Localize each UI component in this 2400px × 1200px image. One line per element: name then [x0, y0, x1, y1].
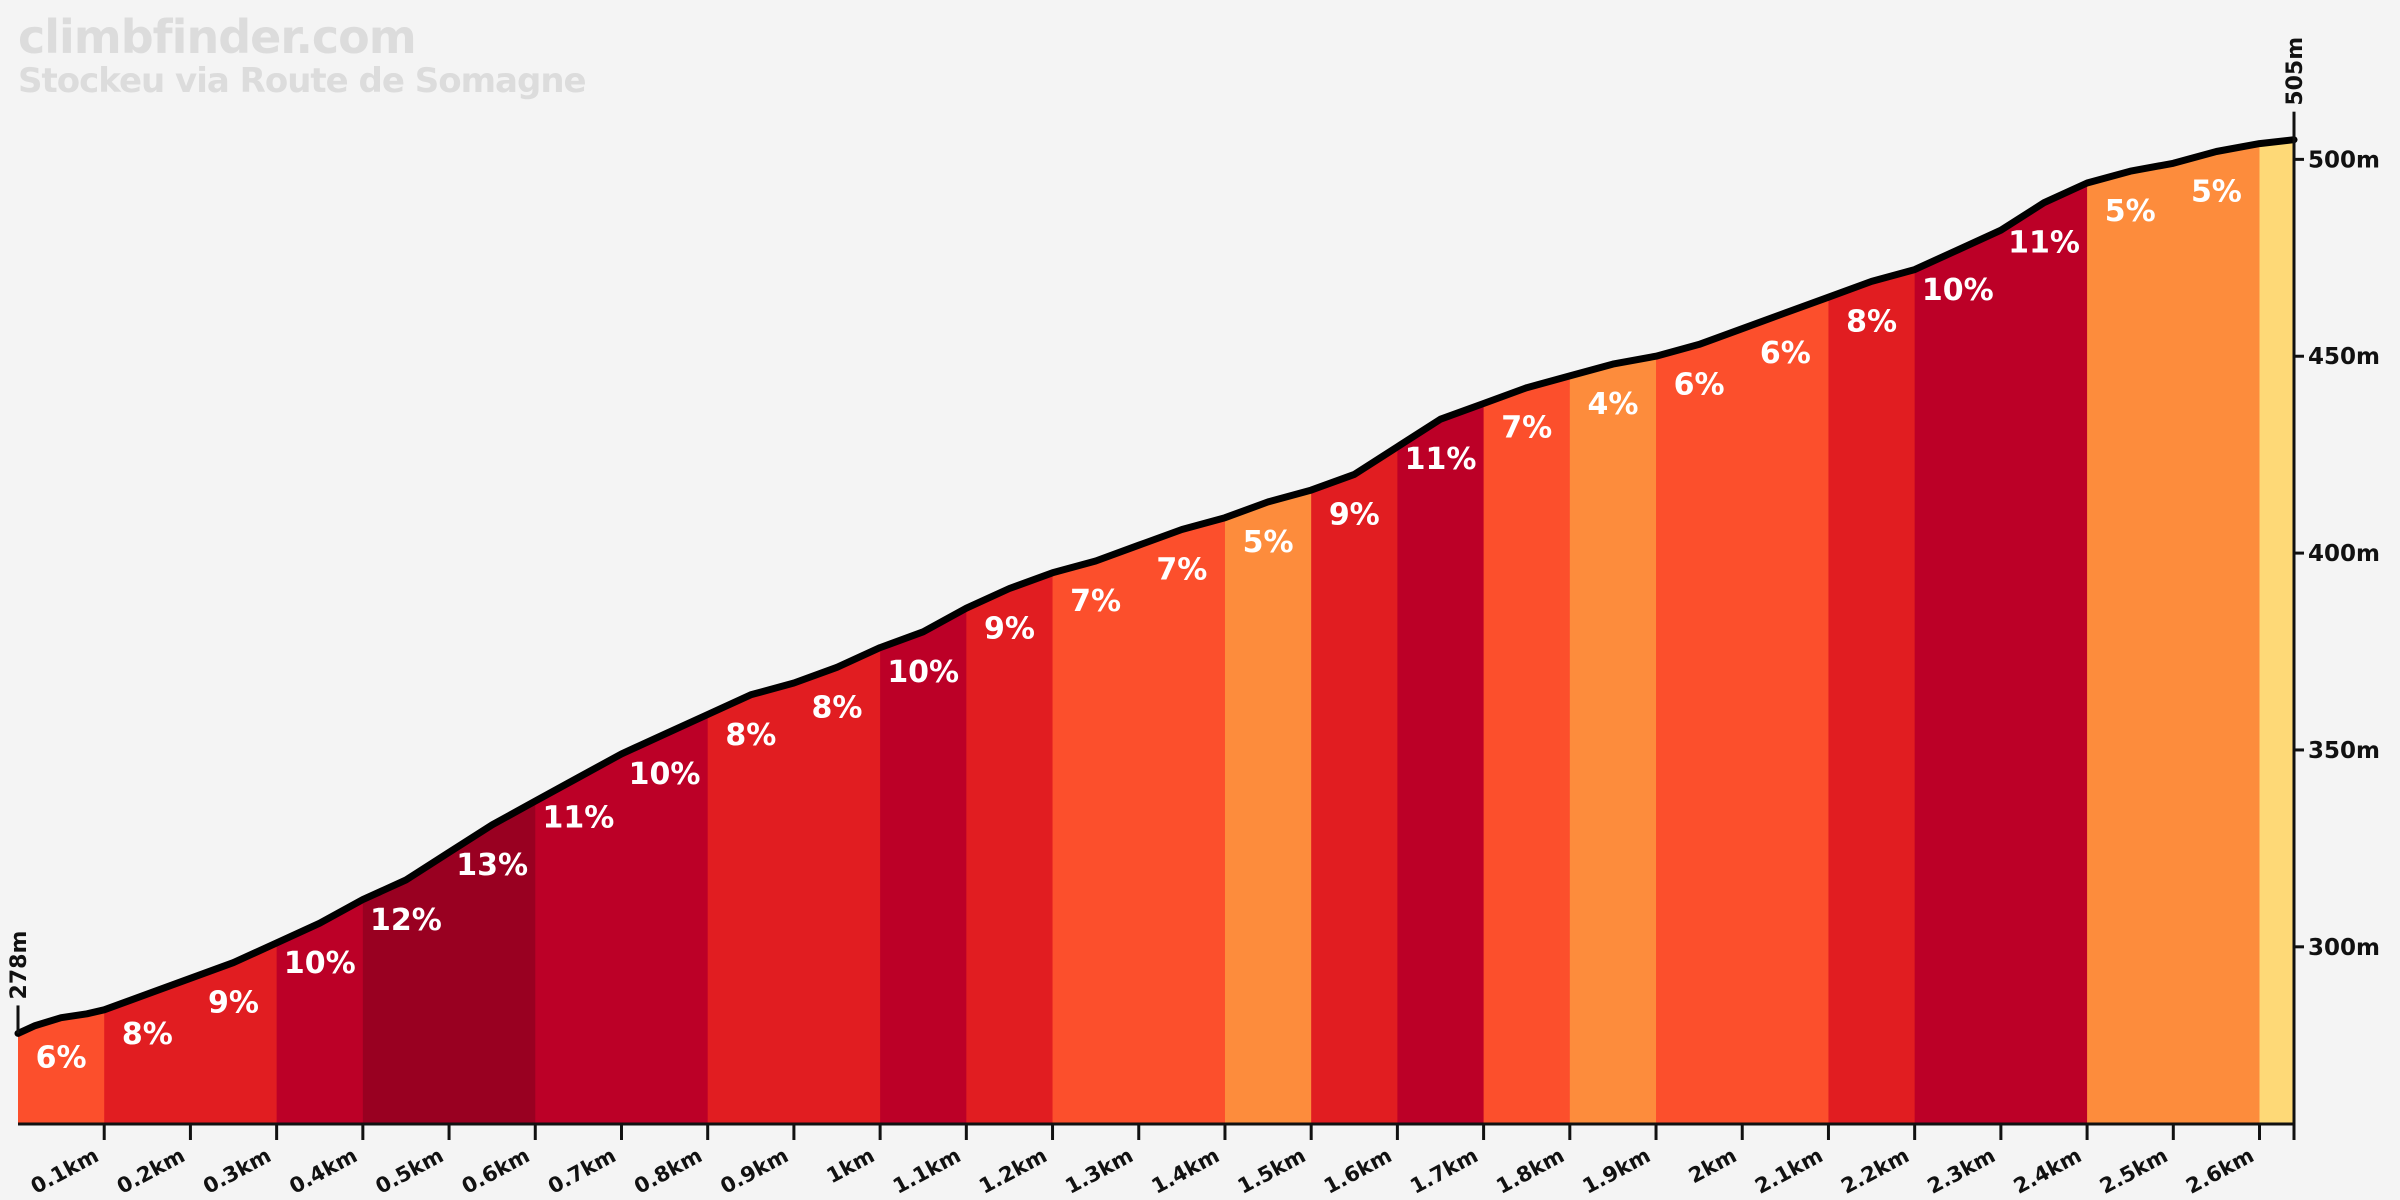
x-tick-label: 2.6km [2182, 1143, 2258, 1198]
gradient-band [1397, 139, 1485, 1124]
gradient-label: 8% [1846, 304, 1897, 339]
y-tick-label: 300m [2308, 935, 2380, 961]
x-tick-label: 0.5km [372, 1143, 448, 1198]
gradient-label: 9% [984, 612, 1035, 647]
x-tick-label: 2.5km [2096, 1143, 2172, 1198]
gradient-label: 5% [1243, 525, 1294, 560]
gradient-label: 8% [122, 1017, 173, 1052]
y-tick-label: 500m [2308, 147, 2380, 173]
x-tick-label: 1.4km [1148, 1143, 1224, 1198]
x-tick-label: 1.7km [1406, 1143, 1482, 1198]
x-tick-label: 0.3km [199, 1143, 275, 1198]
gradient-label: 12% [370, 903, 442, 938]
x-tick-label: 1.9km [1579, 1143, 1655, 1198]
gradient-band [2259, 139, 2294, 1124]
x-tick-label: 1.3km [1061, 1143, 1137, 1198]
x-tick-label: 0.8km [630, 1143, 706, 1198]
x-tick-label: 1km [823, 1143, 879, 1188]
gradient-label: 11% [542, 801, 614, 836]
gradient-label: 7% [1070, 584, 1121, 619]
gradient-band [1828, 139, 1916, 1124]
start-elevation-label: 278m [7, 931, 32, 1000]
gradient-label: 5% [2191, 174, 2242, 209]
x-tick-label: 0.9km [716, 1143, 792, 1198]
gradient-band [1656, 139, 1829, 1124]
gradient-label: 8% [725, 718, 776, 753]
gradient-label: 6% [1674, 367, 1725, 402]
gradient-band [1311, 139, 1398, 1124]
x-tick-label: 0.7km [544, 1143, 620, 1198]
gradient-band [1224, 139, 1312, 1124]
gradient-band [966, 139, 1054, 1124]
gradient-label: 9% [1329, 497, 1380, 532]
gradient-label: 13% [456, 848, 528, 883]
y-axis: 300m 350m 400m 450m 500m [2292, 139, 2380, 1124]
gradient-band [1569, 139, 1657, 1124]
gradient-label: 10% [284, 946, 356, 981]
x-tick-label: 1.6km [1320, 1143, 1396, 1198]
x-tick-label: 1.1km [889, 1143, 965, 1198]
x-tick-label: 0.2km [113, 1143, 189, 1198]
x-tick-label: 2km [1685, 1143, 1741, 1188]
x-tick-label: 2.2km [1837, 1143, 1913, 1198]
x-tick-label: 2.1km [1751, 1143, 1827, 1198]
x-tick-label: 2.3km [1923, 1143, 1999, 1198]
y-tick-label: 350m [2308, 738, 2380, 764]
gradient-labels: 6% 8% 9% 10% 12% 13% 11% 10% 8% 8% 10% 9% 7% 7% 5% 9% 11… [36, 174, 2242, 1075]
brand-header: climbfinder.com Stockeu via Route de Som… [18, 10, 587, 101]
y-tick-label: 400m [2308, 541, 2380, 567]
y-tick-label: 450m [2308, 344, 2380, 370]
gradient-label: 10% [629, 757, 701, 792]
x-tick-label: 1.8km [1492, 1143, 1568, 1198]
gradient-label: 5% [2105, 194, 2156, 229]
profile-line [14, 136, 2298, 1037]
gradient-band [535, 139, 709, 1124]
gradient-band [2087, 139, 2261, 1124]
x-tick-label: 0.1km [27, 1143, 103, 1198]
x-tick-label: 1.2km [975, 1143, 1051, 1198]
x-tick-label: 0.4km [285, 1143, 361, 1198]
gradient-label: 10% [887, 655, 959, 690]
gradient-band [1914, 139, 2088, 1124]
gradient-band [362, 139, 536, 1124]
gradient-label: 4% [1587, 387, 1638, 422]
gradient-band [880, 139, 967, 1124]
gradient-label: 9% [208, 986, 259, 1021]
gradient-label: 7% [1501, 411, 1552, 446]
gradient-band [707, 139, 881, 1124]
x-axis: 0.1km 0.2km 0.3km 0.4km 0.5km 0.6km 0.7km 0.8km… [18, 1122, 2296, 1199]
gradient-label: 6% [36, 1041, 87, 1076]
x-tick-label: 1.5km [1234, 1143, 1310, 1198]
climb-name: Stockeu via Route de Somagne [18, 61, 587, 101]
x-tick-label: 2.4km [2010, 1143, 2086, 1198]
gradient-label: 11% [2008, 226, 2080, 261]
end-elevation-label: 505m [2283, 37, 2308, 106]
elevation-markers: 278m 505m [7, 37, 2308, 1034]
gradient-label: 10% [1922, 273, 1994, 308]
site-name: climbfinder.com [18, 10, 417, 64]
gradient-label: 11% [1405, 442, 1477, 477]
gradient-band [1483, 139, 1571, 1124]
gradient-label: 6% [1760, 336, 1811, 371]
gradient-label: 7% [1156, 552, 1207, 587]
gradient-label: 8% [812, 690, 863, 725]
x-tick-label: 0.6km [458, 1143, 534, 1198]
